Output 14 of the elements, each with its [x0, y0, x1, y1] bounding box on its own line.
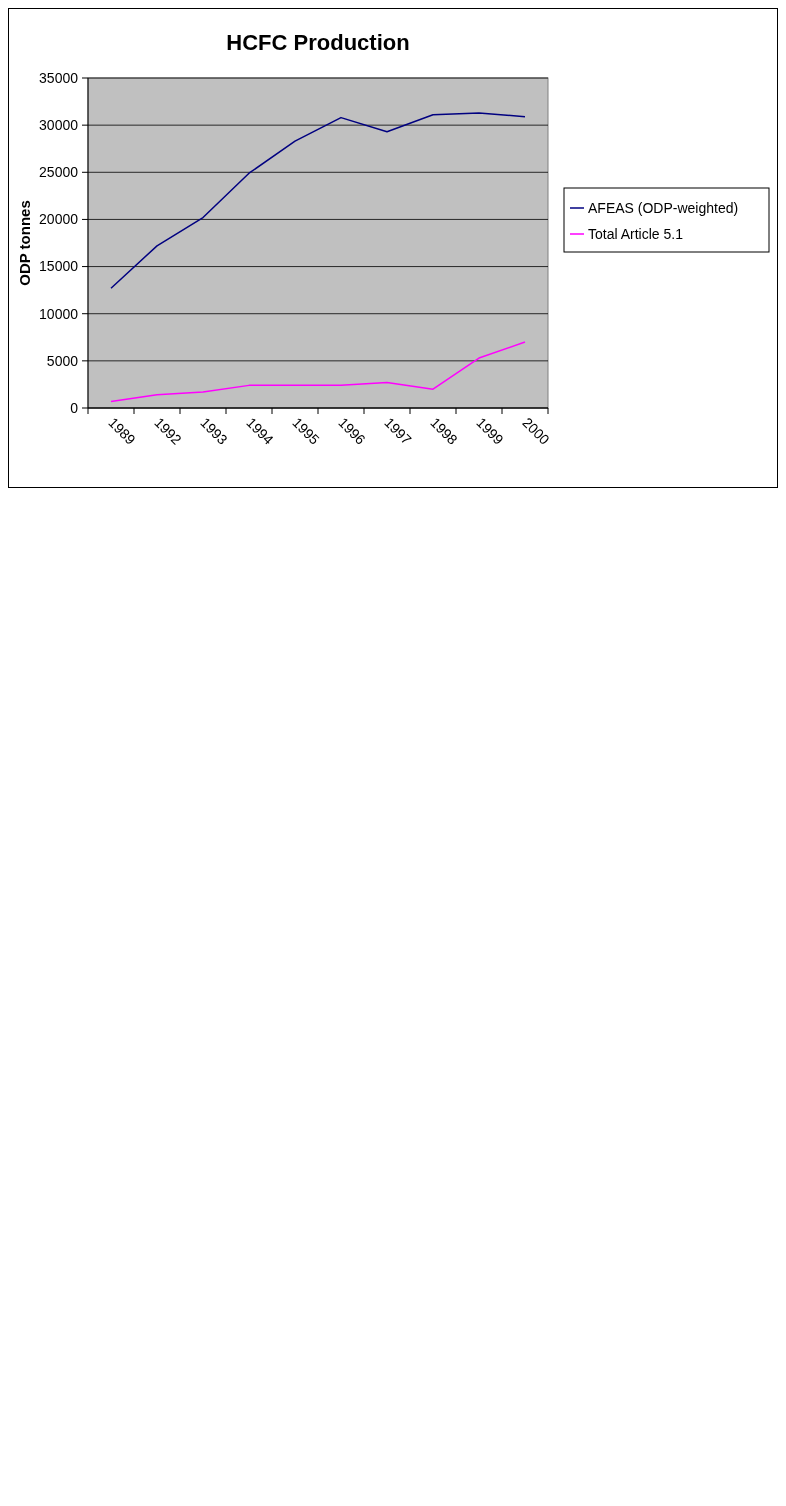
line-series: [110, 341, 526, 403]
y-tick-label: 10000: [39, 305, 79, 322]
y-tick-label: 0: [70, 399, 79, 416]
y-tick-label: 30000: [39, 117, 79, 134]
y-axis-title: ODP tonnes: [16, 200, 33, 286]
y-tick-label: 20000: [39, 211, 79, 228]
y-tick-label: 35000: [39, 69, 79, 86]
legend-label: Total Article 5.1: [588, 225, 684, 242]
chart-title: HCFC Production: [226, 30, 410, 55]
y-tick-label: 15000: [39, 258, 79, 275]
y-tick-label: 5000: [46, 352, 79, 369]
legend-label: AFEAS (ODP-weighted): [588, 199, 739, 216]
y-tick-label: 25000: [39, 164, 79, 181]
line-series: [110, 112, 526, 290]
